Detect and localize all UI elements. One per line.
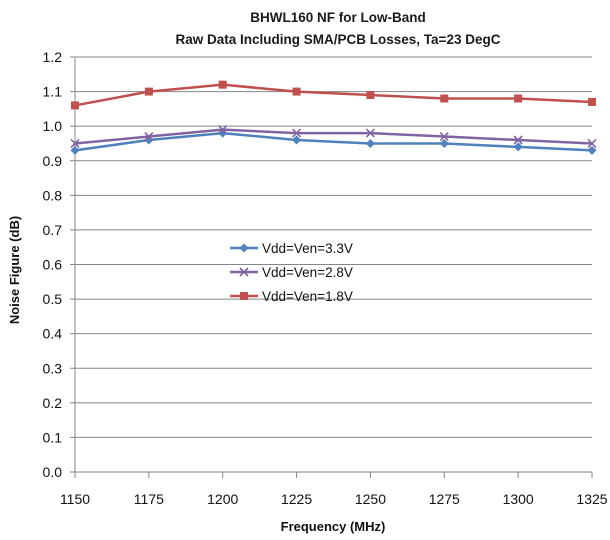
data-point <box>440 94 449 103</box>
gridlines <box>70 56 592 473</box>
y-tick-label: 0.3 <box>43 360 63 376</box>
legend-item: Vdd=Ven=3.3V <box>230 241 353 256</box>
series-1 <box>70 125 597 149</box>
x-tick-label: 1200 <box>207 491 238 507</box>
data-point <box>292 135 302 145</box>
series-0 <box>70 128 597 155</box>
legend-marker <box>240 292 248 300</box>
data-point <box>588 97 596 106</box>
data-point <box>513 135 523 145</box>
y-tick-label: 0.0 <box>43 464 63 480</box>
y-tick-label: 0.8 <box>43 187 63 203</box>
data-point <box>218 80 227 89</box>
x-tick-label: 1150 <box>60 491 90 507</box>
axes <box>74 57 593 478</box>
data-point <box>70 145 80 155</box>
legend-label: Vdd=Ven=1.8V <box>262 289 353 304</box>
data-point <box>292 87 301 96</box>
y-tick-label: 0.2 <box>43 395 63 411</box>
y-tick-label: 1.1 <box>43 84 63 100</box>
legend: Vdd=Ven=3.3V Vdd=Ven=2.8V Vdd=Ven=1.8V <box>230 241 353 304</box>
data-point <box>70 138 80 149</box>
chart-subtitle: Raw Data Including SMA/PCB Losses, Ta=23… <box>176 32 501 47</box>
data-point <box>513 142 523 152</box>
data-point <box>365 128 375 138</box>
x-tick-label: 1300 <box>503 491 534 507</box>
x-tick-label: 1225 <box>281 491 312 507</box>
chart-title: BHWL160 NF for Low-Band <box>250 10 426 25</box>
x-tick-label: 1175 <box>134 491 164 507</box>
x-tick-label: 1250 <box>355 491 386 507</box>
data-point <box>144 87 153 96</box>
y-tick-labels: 0.0 0.1 0.2 0.3 0.4 0.5 0.6 0.7 0.8 0.9 1.0 1.1 1.2 <box>43 49 63 480</box>
y-tick-label: 1.2 <box>43 49 63 65</box>
data-point <box>587 138 597 149</box>
legend-marker <box>239 267 249 277</box>
data-point <box>292 128 302 138</box>
data-point <box>144 131 154 142</box>
y-tick-label: 0.7 <box>43 222 63 238</box>
legend-item: Vdd=Ven=2.8V <box>230 265 353 280</box>
series-line <box>74 83 593 107</box>
data-point <box>439 138 449 148</box>
x-tick-label: 1325 <box>576 491 607 507</box>
x-axis-title: Frequency (MHz) <box>281 519 386 534</box>
legend-label: Vdd=Ven=3.3V <box>262 241 353 256</box>
y-tick-label: 1.0 <box>43 118 63 134</box>
data-point <box>218 125 228 135</box>
y-tick-label: 0.5 <box>43 291 63 307</box>
x-tick-labels: 1150 1175 1200 1225 1250 1275 1300 1325 <box>60 491 608 507</box>
y-tick-label: 0.6 <box>43 257 63 273</box>
series-line <box>74 131 593 152</box>
series-2 <box>71 80 596 110</box>
data-point <box>71 101 79 110</box>
legend-marker <box>239 243 249 253</box>
x-tick-label: 1275 <box>429 491 460 507</box>
data-point <box>587 145 597 155</box>
legend-label: Vdd=Ven=2.8V <box>262 265 353 280</box>
y-axis-title: Noise Figure (dB) <box>7 216 22 324</box>
series-layer <box>70 80 597 155</box>
y-tick-label: 0.9 <box>43 153 63 169</box>
data-point <box>365 138 375 148</box>
y-tick-label: 0.4 <box>43 326 63 342</box>
data-point <box>514 94 523 103</box>
data-point <box>439 131 449 142</box>
legend-item: Vdd=Ven=1.8V <box>230 289 353 304</box>
y-tick-label: 0.1 <box>43 429 63 445</box>
data-point <box>366 91 375 100</box>
series-line <box>74 128 593 145</box>
